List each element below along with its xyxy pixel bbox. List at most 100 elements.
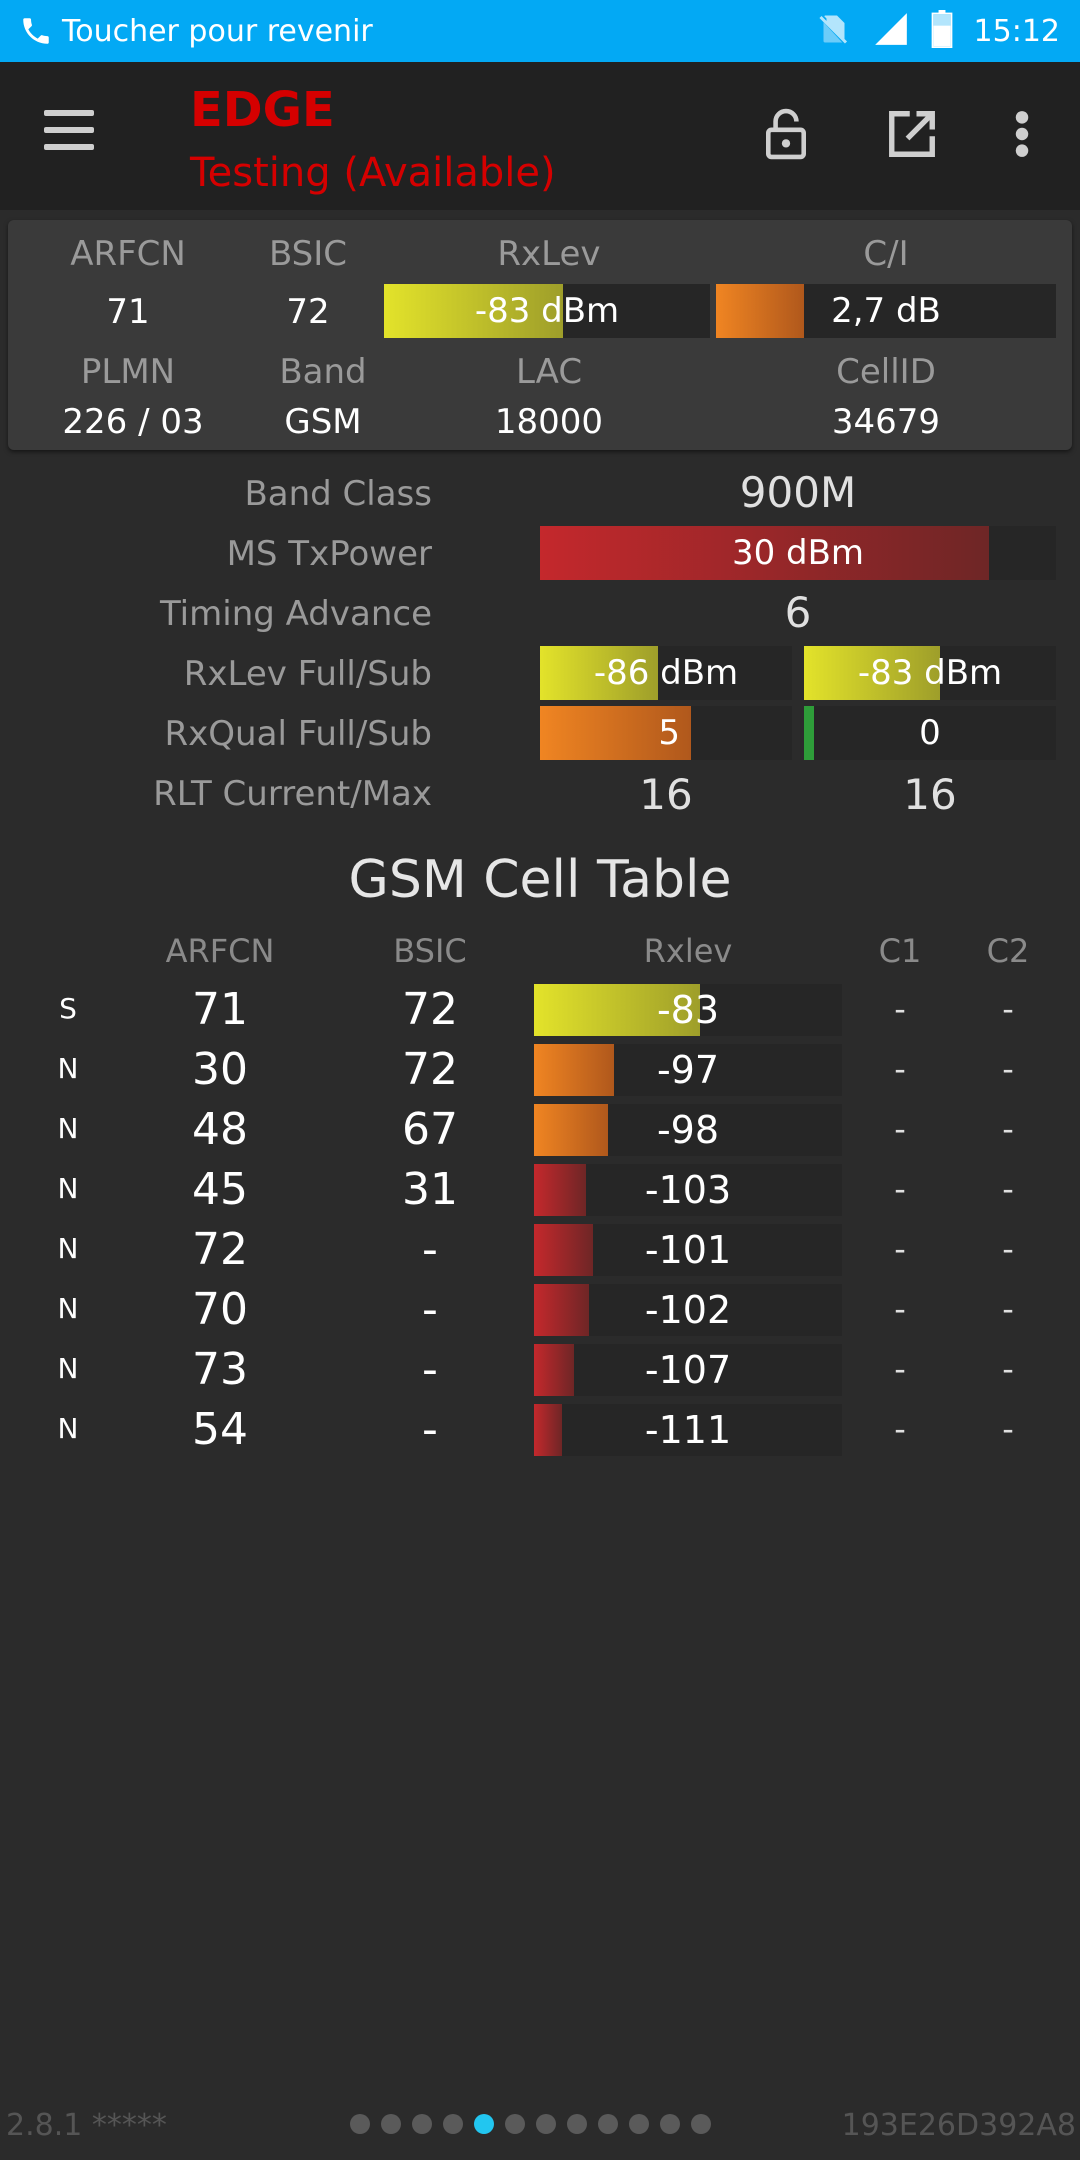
table-row: S 71 72 -83 - - [0, 980, 1080, 1040]
col-header-bsic: BSIC [393, 932, 467, 970]
cell-bsic: 72 [402, 984, 458, 1035]
bsic-label: BSIC [268, 234, 348, 274]
plmn-label: PLMN [80, 352, 176, 392]
rxlev-sub-bar: -83 dBm [804, 646, 1056, 700]
page-dot[interactable] [443, 2114, 463, 2134]
cell-c1: - [894, 1170, 906, 1208]
page-dot[interactable] [505, 2114, 525, 2134]
cell-c2: - [1002, 1170, 1014, 1208]
cell-c1: - [894, 1110, 906, 1148]
rxqual-full-bar-fill [540, 706, 692, 760]
cell-bsic: 31 [402, 1164, 458, 1215]
cell-rxlev-bar: -102 [534, 1284, 842, 1336]
arfcn-label: ARFCN [70, 234, 186, 274]
cell-bsic: - [422, 1344, 438, 1395]
plmn-value: 226 / 03 [62, 402, 204, 442]
cell-rxlev-fill [534, 1404, 562, 1456]
lac-label: LAC [515, 352, 583, 392]
test-status-subtitle: Testing (Available) [190, 150, 556, 196]
cell-rxlev-text: -101 [644, 1228, 732, 1272]
more-vert-icon[interactable] [990, 102, 1054, 166]
cell-bsic: 67 [402, 1104, 458, 1155]
cell-c2: - [1002, 1110, 1014, 1148]
ms-txpower-bar-fill [540, 526, 989, 580]
cell-rxlev-text: -102 [644, 1288, 732, 1332]
cell-rxlev-text: -98 [656, 1108, 720, 1152]
cell-bsic: - [422, 1284, 438, 1335]
phone-icon[interactable] [16, 11, 56, 51]
cell-arfcn: 70 [192, 1284, 248, 1335]
cellid-label: CellID [836, 352, 936, 392]
cell-rxlev-bar: -83 [534, 984, 842, 1036]
app-bar: EDGE Testing (Available) [0, 62, 1080, 210]
band-value: GSM [284, 402, 362, 442]
rxlev-sub-bar-text: -83 dBm [857, 653, 1003, 693]
col-header-arfcn: ARFCN [165, 932, 275, 970]
page-dot[interactable] [474, 2114, 494, 2134]
cell-bsic: - [422, 1224, 438, 1275]
cell-rxlev-text: -111 [644, 1408, 732, 1452]
table-row: N 73 - -107 - - [0, 1340, 1080, 1400]
cell-bsic: - [422, 1404, 438, 1455]
page-dot[interactable] [567, 2114, 587, 2134]
cell-rxlev-fill [534, 1164, 587, 1216]
return-to-call-text[interactable]: Toucher pour revenir [62, 13, 373, 49]
page-dot[interactable] [536, 2114, 556, 2134]
cell-table-title: GSM Cell Table [348, 850, 732, 910]
cell-c2: - [1002, 990, 1014, 1028]
bsic-value: 72 [286, 292, 330, 332]
cell-c2: - [1002, 1290, 1014, 1328]
ms-txpower-bar-text: 30 dBm [731, 533, 865, 573]
rxlev-full-bar-fill [540, 646, 659, 700]
cell-type: N [57, 1172, 79, 1205]
timing-advance-label: Timing Advance [159, 594, 432, 634]
device-id: 193E26D392A8 [841, 2108, 1076, 2143]
cell-c2: - [1002, 1050, 1014, 1088]
cell-c2: - [1002, 1410, 1014, 1448]
rxqual-sub-bar-fill [804, 706, 815, 760]
clock: 15:12 [973, 13, 1060, 49]
no-sim-icon [816, 11, 852, 51]
cell-c1: - [894, 990, 906, 1028]
table-row: N 45 31 -103 - - [0, 1160, 1080, 1220]
lock-open-icon[interactable] [754, 102, 818, 166]
page-dot[interactable] [598, 2114, 618, 2134]
page-dot[interactable] [381, 2114, 401, 2134]
page-dot[interactable] [660, 2114, 680, 2134]
page-indicator[interactable] [350, 2114, 711, 2134]
open-external-icon[interactable] [880, 102, 944, 166]
cellid-value: 34679 [831, 402, 941, 442]
ms-txpower-bar: 30 dBm [540, 526, 1056, 580]
rxqual-sub-bar-text: 0 [919, 713, 941, 753]
page-dot[interactable] [412, 2114, 432, 2134]
ci-bar: 2,7 dB [716, 284, 1056, 338]
rxlev-bar-text: -83 dBm [474, 291, 620, 331]
table-row: N 48 67 -98 - - [0, 1100, 1080, 1160]
app-version: 2.8.1 ***** [6, 2108, 167, 2143]
cell-c1: - [894, 1350, 906, 1388]
cell-c1: - [894, 1230, 906, 1268]
cell-arfcn: 45 [192, 1164, 248, 1215]
band-class-value: 900M [739, 468, 857, 517]
page-dot[interactable] [629, 2114, 649, 2134]
cell-c1: - [894, 1410, 906, 1448]
cell-type: N [57, 1352, 79, 1385]
cell-type: N [57, 1112, 79, 1145]
menu-icon[interactable] [44, 110, 100, 158]
cell-rxlev-bar: -111 [534, 1404, 842, 1456]
cell-arfcn: 30 [192, 1044, 248, 1095]
cell-rxlev-fill [534, 984, 701, 1036]
col-header-c1: C1 [878, 932, 922, 970]
rxlev-fullsub-label: RxLev Full/Sub [183, 654, 432, 694]
cell-c2: - [1002, 1350, 1014, 1388]
page-dot[interactable] [691, 2114, 711, 2134]
cell-rxlev-text: -107 [644, 1348, 732, 1392]
rxqual-fullsub-label: RxQual Full/Sub [164, 714, 432, 754]
page-dot[interactable] [350, 2114, 370, 2134]
ci-bar-text: 2,7 dB [831, 291, 941, 331]
cell-type: S [59, 992, 77, 1025]
rxlev-full-bar: -86 dBm [540, 646, 792, 700]
table-row: N 54 - -111 - - [0, 1400, 1080, 1460]
band-class-label: Band Class [244, 474, 432, 514]
cell-arfcn: 54 [192, 1404, 248, 1455]
